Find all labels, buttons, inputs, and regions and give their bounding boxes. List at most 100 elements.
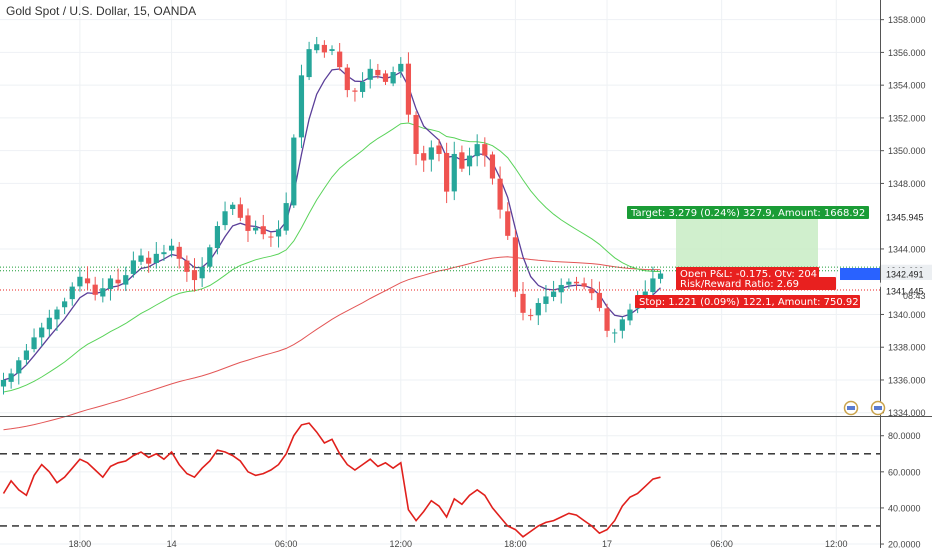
candle-body [428, 147, 434, 160]
candle-body [298, 75, 305, 138]
target-zone [676, 217, 818, 271]
candle-body [329, 49, 335, 51]
candle-body [191, 270, 198, 281]
candle-body [23, 350, 30, 360]
candle-body [100, 288, 106, 297]
candle-body [146, 257, 152, 264]
price-tick-label: 1334.000 [888, 408, 926, 418]
candle-body [77, 276, 83, 287]
candle-body [199, 266, 205, 279]
target-price-label-text: 1345.945 [886, 213, 924, 223]
candle-body [482, 144, 488, 156]
candle-body [0, 379, 7, 387]
candle-body [337, 51, 343, 68]
target-zone-rect [676, 217, 818, 271]
candle-body [444, 152, 450, 192]
ema-mid-line [3, 122, 661, 393]
price-tick-label: 1338.000 [888, 343, 926, 353]
price-tick-label: 1340.000 [888, 310, 926, 320]
target-label-bg [627, 206, 869, 219]
candle-body [528, 315, 534, 317]
time-tick-label: 18:00 [69, 539, 92, 549]
candle-body [451, 153, 457, 192]
candle-body [497, 178, 503, 210]
candle-body [306, 49, 312, 78]
candle-body [168, 245, 175, 251]
price-tick-label: 1358.000 [888, 15, 926, 25]
time-tick-label: 06:00 [710, 539, 733, 549]
target-label: Target: 3.279 (0.24%) 327.9, Amount: 166… [630, 208, 865, 219]
candle-body [115, 279, 121, 284]
candle-body [535, 302, 541, 316]
candle-body [237, 204, 243, 218]
symbol-label: XAUUSD [844, 280, 882, 290]
candle-body [214, 226, 221, 249]
candle-body [268, 236, 274, 238]
candle-body [245, 215, 251, 231]
candle-body [138, 255, 144, 262]
rsi-tick-label: 80.0000 [888, 431, 921, 441]
last-price-label-box [881, 268, 932, 281]
candle-body [466, 155, 473, 167]
stop-label: Stop: 1.221 (0.09%) 122.1, Amount: 750.9… [639, 297, 859, 308]
candle-body [405, 63, 412, 115]
candle-body [398, 63, 404, 72]
last-price-label-text: 1342.491 [886, 270, 924, 280]
ema-short-line [3, 68, 661, 381]
candle-body [161, 252, 167, 255]
candle-body [207, 247, 213, 267]
pnl-label-bg [676, 267, 819, 280]
target-price-label-box [881, 211, 932, 224]
candle-body [352, 90, 358, 92]
price-tick-label: 1344.000 [888, 244, 926, 254]
candle-body [321, 44, 327, 53]
candle-body [367, 68, 373, 80]
candle-body [505, 211, 511, 236]
event-flag-icon-fill [874, 406, 882, 410]
candle-body [344, 67, 350, 91]
candle-body [436, 145, 442, 154]
rr-label: Risk/Reward Ratio: 2.69 [680, 279, 799, 290]
ema-long-line [3, 256, 661, 431]
candle-body [382, 73, 389, 82]
time-tick-label: 06:00 [275, 539, 298, 549]
candle-body [489, 154, 496, 179]
candle-body [459, 152, 465, 169]
candle-body [558, 284, 564, 293]
candle-body [543, 296, 549, 304]
price-tick-label: 1352.000 [888, 113, 926, 123]
candle-body [390, 72, 396, 84]
rr-label-bg [676, 277, 836, 290]
candle-body [581, 283, 587, 287]
candle-body [16, 360, 22, 374]
rsi-tick-label: 60.0000 [888, 467, 921, 477]
candle-body [642, 291, 648, 298]
candle-body [627, 309, 633, 321]
chart-title: Gold Spot / U.S. Dollar, 15, OANDA [6, 4, 196, 18]
price-tick-label: 1348.000 [888, 179, 926, 189]
stop-price-label-text: 1341.445 [886, 286, 924, 296]
rsi-tick-label: 20.0000 [888, 540, 921, 550]
rsi-pane [0, 422, 880, 538]
symbol-badge [840, 268, 880, 281]
candle-body [359, 81, 366, 92]
candle-body [413, 115, 419, 154]
candle-body [184, 260, 190, 272]
position-labels: 1345.9451342.6661342.4911341.445Target: … [627, 206, 932, 416]
candle-body [153, 253, 159, 263]
candle-body [31, 337, 37, 350]
candle-body [46, 317, 52, 330]
candle-body [512, 237, 518, 292]
price-tick-label: 1350.000 [888, 146, 926, 156]
candle-body [314, 44, 320, 51]
candle-body [222, 211, 228, 226]
candle-body [657, 273, 664, 279]
candle-body [550, 291, 557, 297]
candle-body [474, 144, 480, 157]
candle-body [421, 153, 427, 161]
candles [0, 36, 664, 395]
candle-body [375, 69, 381, 76]
candle-body [130, 260, 136, 274]
candle-body [260, 226, 266, 235]
